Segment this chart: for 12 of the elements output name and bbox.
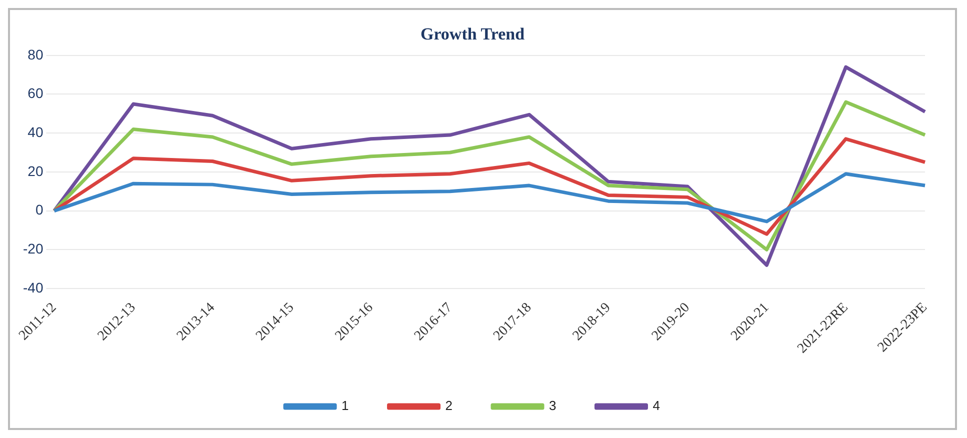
y-tick-label: 40 xyxy=(28,124,44,140)
y-tick-label: -20 xyxy=(23,240,44,256)
y-tick-label: 0 xyxy=(35,202,44,218)
y-tick-label: 20 xyxy=(28,162,44,179)
chart-title: Growth Trend xyxy=(420,24,526,44)
y-tick-label: -40 xyxy=(23,279,44,296)
legend-label: 2 xyxy=(445,398,453,414)
y-tick-label: 80 xyxy=(28,46,44,62)
legend-label: 3 xyxy=(549,398,556,414)
legend-label: 1 xyxy=(342,398,349,414)
legend-label: 4 xyxy=(652,398,660,414)
y-tick-label: 60 xyxy=(28,85,44,102)
